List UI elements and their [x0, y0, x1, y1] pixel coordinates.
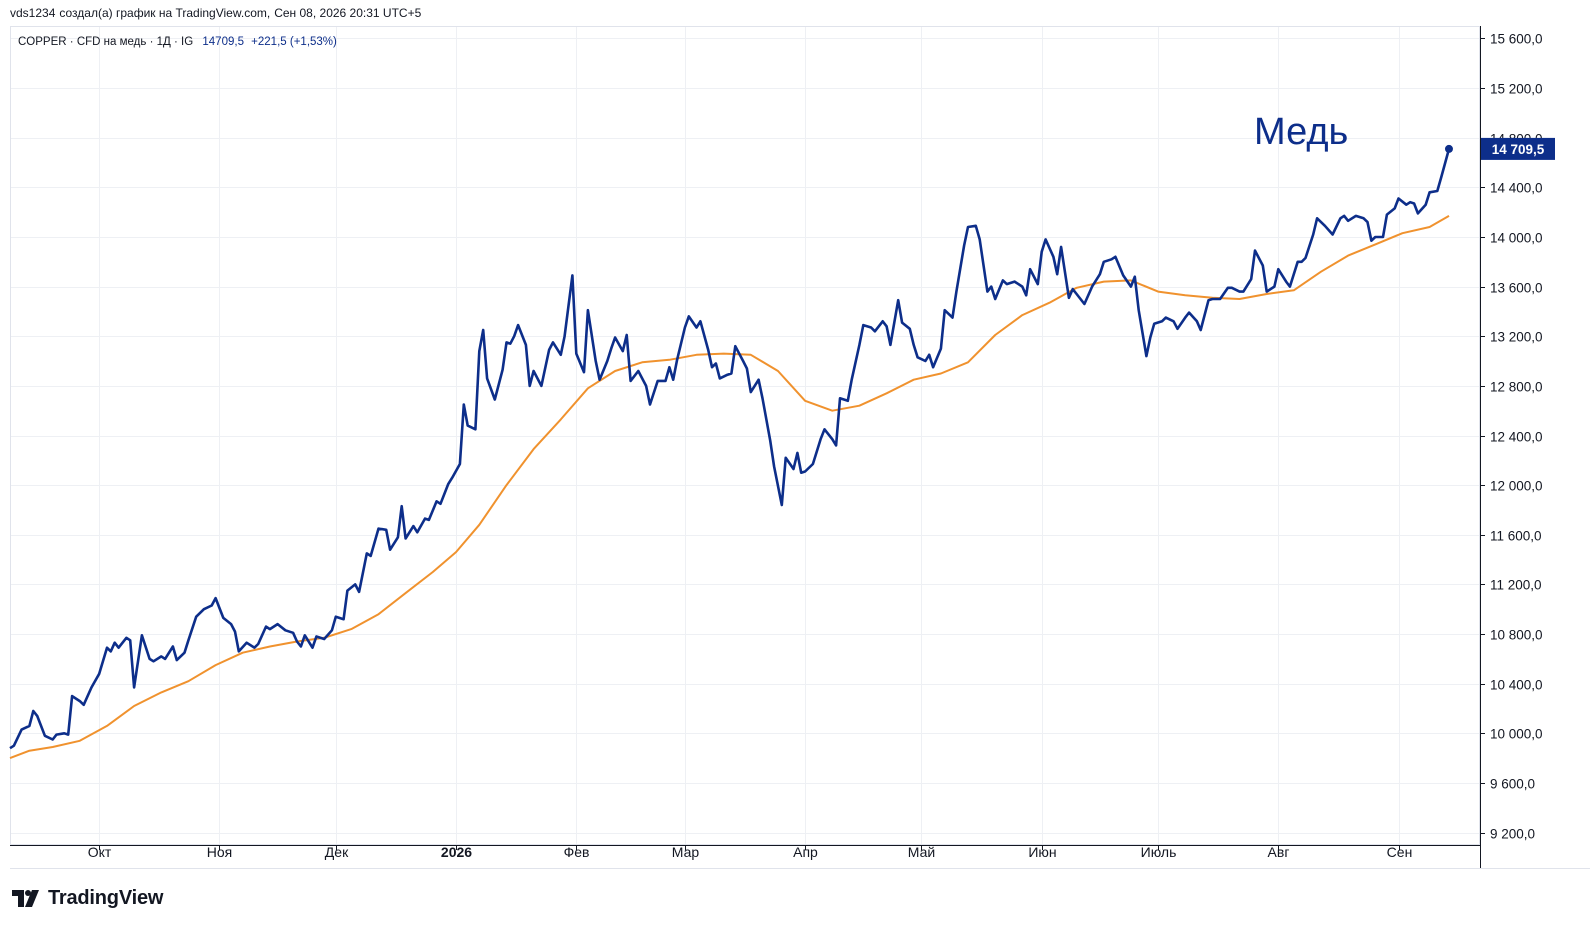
y-tick-label-8: 12 400,0 [1490, 430, 1543, 445]
tradingview-logo[interactable]: TradingView [12, 887, 163, 910]
legend-change: +221,5 [251, 36, 287, 48]
credit-text: создал(а) график на TradingView.com, [59, 6, 271, 20]
tradingview-logo-icon [12, 889, 39, 907]
y-tick-label-2: 10 000,0 [1490, 727, 1543, 742]
plot-frame [10, 26, 1480, 845]
last-price-point [1444, 144, 1453, 153]
moving-average-series [9, 215, 1450, 760]
x-tick-label-1: Ноя [207, 844, 232, 860]
y-tick-label-1: 9 600,0 [1490, 777, 1535, 792]
x-tick-label-7: Май [908, 844, 935, 860]
credit-datetime: Сен 08, 2026 20:31 UTC+5 [274, 6, 422, 20]
last-price-label: 14 709,5 [1481, 137, 1555, 160]
last-price-label-text: 14 709,5 [1492, 142, 1545, 157]
x-tick-label-8: Июн [1028, 844, 1056, 860]
legend-source: IG [181, 36, 193, 48]
price-line [9, 148, 1451, 750]
annotation-copper[interactable]: Медь [1254, 111, 1348, 153]
legend-line: COPPER · CFD на медь · 1Д · IG 14709,5 +… [18, 36, 337, 48]
time-axis-labels: Окт Ноя Дек 2026 Фев Мар Апр Май Июн Июль Авг Сен [88, 844, 1413, 860]
y-tick-label-4: 10 800,0 [1490, 628, 1543, 643]
legend-sep-1: · [70, 36, 74, 48]
y-tick-label-15: 15 200,0 [1490, 82, 1543, 97]
y-tick-label-13: 14 400,0 [1490, 181, 1543, 196]
y-tick-label-6: 11 600,0 [1490, 529, 1542, 544]
moving-average-line [9, 215, 1450, 760]
y-tick-label-7: 12 000,0 [1490, 479, 1543, 494]
grid-lines [10, 26, 1480, 845]
x-tick-label-5: Мар [672, 844, 700, 860]
legend-symbol: COPPER [18, 36, 67, 48]
price-series [9, 144, 1453, 750]
x-tick-label-3: 2026 [441, 844, 472, 860]
legend-change-percent: (+1,53%) [290, 36, 337, 48]
last-price-label-box [1481, 137, 1555, 160]
x-tick-label-6: Апр [793, 844, 818, 860]
x-tick-label-11: Сен [1387, 844, 1413, 860]
y-tick-label-10: 13 200,0 [1490, 330, 1543, 345]
x-tick-label-4: Фев [564, 844, 590, 860]
legend-description: CFD на медь [77, 36, 147, 48]
legend-sep-2: · [150, 36, 154, 48]
x-tick-label-0: Окт [88, 844, 112, 860]
legend-interval: 1Д [157, 36, 171, 48]
y-tick-label-12: 14 000,0 [1490, 231, 1543, 246]
x-tick-label-2: Дек [325, 844, 349, 860]
author-name: vds1234 [10, 6, 56, 20]
x-tick-label-10: Авг [1268, 844, 1290, 860]
legend-last-value: 14709,5 [202, 36, 244, 48]
legend-sep-3: · [174, 36, 178, 48]
y-tick-label-11: 13 600,0 [1490, 281, 1543, 296]
y-tick-label-9: 12 800,0 [1490, 380, 1543, 395]
y-tick-label-3: 10 400,0 [1490, 678, 1543, 693]
y-tick-label-5: 11 200,0 [1490, 578, 1542, 593]
chart-credit-line: vds1234 создал(а) график на TradingView.c… [10, 6, 425, 20]
x-tick-label-9: Июль [1141, 844, 1177, 860]
y-tick-label-0: 9 200,0 [1490, 827, 1535, 842]
tradingview-logo-text: TradingView [48, 887, 164, 909]
y-tick-label-16: 15 600,0 [1490, 32, 1543, 47]
